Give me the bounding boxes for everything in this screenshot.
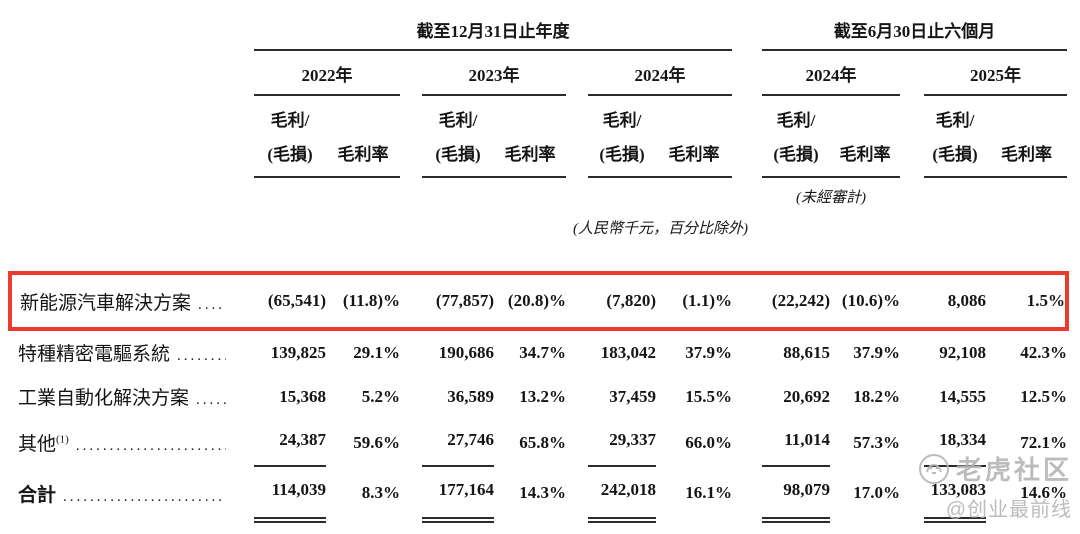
cell-gross-margin: 13.2% bbox=[519, 386, 566, 406]
table-row-total: 合計......................................… bbox=[10, 466, 1068, 523]
cell-gross-margin: 29.1% bbox=[353, 342, 400, 362]
col-header-gross-profit: 毛利/(毛損) bbox=[422, 95, 494, 178]
interim-period-header: 截至6月30日止六個月 bbox=[762, 6, 1068, 51]
col-header-gross-profit: 毛利/(毛損) bbox=[254, 95, 326, 178]
dot-leader: ........................................… bbox=[75, 438, 226, 454]
annual-period-header: 截至12月31日止年度 bbox=[254, 6, 732, 51]
col-header-gross-margin: 毛利率 bbox=[494, 95, 566, 178]
dot-leader: ........................................… bbox=[177, 348, 226, 364]
cell-gross-margin: 15.5% bbox=[685, 386, 732, 406]
cell-gross-margin: 59.6% bbox=[353, 432, 400, 452]
table-row-industrial-automation: 工業自動化解決方案...............................… bbox=[10, 374, 1067, 419]
cell-gross-margin: 12.5% bbox=[1020, 386, 1068, 406]
cell-gross-profit: 242,018 bbox=[588, 466, 656, 523]
cell-gross-profit: 98,079 bbox=[762, 466, 830, 523]
gross-profit-by-segment-table: 截至12月31日止年度 截至6月30日止六個月 2022年 2023年 2024… bbox=[8, 6, 1070, 523]
cell-gross-margin: 1.5% bbox=[986, 271, 1070, 331]
col-header-gross-margin: 毛利率 bbox=[656, 95, 732, 178]
row-label: 特種精密電驅系統................................… bbox=[18, 344, 226, 365]
table-row-nev-solutions-highlighted: 新能源汽車解決方案...............................… bbox=[8, 271, 1070, 331]
column-header-row: 毛利/(毛損) 毛利率 毛利/(毛損) 毛利率 毛利/(毛損) 毛利率 毛利/(… bbox=[10, 95, 1068, 178]
cell-gross-profit: 24,387 bbox=[254, 419, 326, 467]
cell-gross-margin: 14.6% bbox=[1020, 483, 1068, 502]
cell-gross-margin: 37.9% bbox=[685, 342, 732, 362]
table-row-precision-edrive: 特種精密電驅系統................................… bbox=[10, 329, 1067, 374]
dot-leader: ........................................… bbox=[63, 488, 226, 505]
cell-gross-margin: 5.2% bbox=[361, 386, 400, 406]
cell-gross-margin: 42.3% bbox=[1020, 342, 1068, 362]
cell-gross-profit: 133,083 bbox=[924, 466, 986, 523]
row-label: 其他(1)...................................… bbox=[18, 433, 226, 455]
cell-gross-margin: 16.1% bbox=[685, 483, 732, 502]
cell-gross-profit: 190,686 bbox=[438, 342, 494, 362]
cell-gross-profit: 114,039 bbox=[254, 466, 326, 523]
cell-gross-profit: 92,108 bbox=[939, 342, 986, 362]
cell-gross-margin: (10.6)% bbox=[830, 271, 900, 331]
col-header-gross-profit: 毛利/(毛損) bbox=[588, 95, 656, 178]
cell-gross-margin: 17.0% bbox=[853, 483, 900, 502]
cell-gross-margin: 57.3% bbox=[853, 432, 900, 452]
cell-gross-profit: 8,086 bbox=[924, 271, 986, 331]
cell-gross-profit: 14,555 bbox=[939, 386, 986, 406]
cell-gross-profit: 177,164 bbox=[422, 466, 494, 523]
year-header-2024: 2024年 bbox=[588, 50, 732, 96]
unaudited-note: (未經審計) bbox=[796, 190, 866, 206]
col-header-gross-margin: 毛利率 bbox=[986, 95, 1068, 178]
col-header-gross-profit: 毛利/(毛損) bbox=[762, 95, 830, 178]
year-header-2023: 2023年 bbox=[422, 50, 566, 96]
cell-gross-profit: 37,459 bbox=[609, 386, 656, 406]
cell-gross-margin: 65.8% bbox=[519, 432, 566, 452]
cell-gross-margin: 66.0% bbox=[685, 432, 732, 452]
dot-leader: ........................................… bbox=[196, 392, 226, 408]
cell-gross-margin: 34.7% bbox=[519, 342, 566, 362]
period-group-header-row: 截至12月31日止年度 截至6月30日止六個月 bbox=[10, 6, 1068, 51]
row-label: 工業自動化解決方案...............................… bbox=[10, 374, 254, 419]
cell-gross-profit: (65,541) bbox=[254, 271, 326, 331]
row-label: 新能源汽車解決方案...............................… bbox=[8, 271, 254, 331]
col-header-gross-profit: 毛利/(毛損) bbox=[924, 95, 986, 178]
cell-gross-profit: (77,857) bbox=[422, 271, 494, 331]
cell-gross-margin: 37.9% bbox=[853, 342, 900, 362]
cell-gross-profit: 88,615 bbox=[783, 342, 830, 362]
cell-gross-profit: (22,242) bbox=[762, 271, 830, 331]
cell-gross-profit: 18,334 bbox=[924, 419, 986, 467]
cell-gross-profit: 20,692 bbox=[783, 386, 830, 406]
table-row-others: 其他(1)...................................… bbox=[10, 419, 1068, 467]
col-header-gross-margin: 毛利率 bbox=[326, 95, 400, 178]
cell-gross-margin: 8.3% bbox=[361, 483, 400, 502]
dot-leader: ........................................… bbox=[198, 296, 226, 313]
cell-gross-profit: 139,825 bbox=[270, 342, 326, 362]
year-header-2024-interim: 2024年 bbox=[762, 50, 900, 96]
cell-gross-profit: 27,746 bbox=[422, 419, 494, 467]
cell-gross-profit: (7,820) bbox=[588, 271, 656, 331]
cell-gross-profit: 36,589 bbox=[447, 386, 494, 406]
cell-gross-margin: 18.2% bbox=[853, 386, 900, 406]
cell-gross-profit: 15,368 bbox=[279, 386, 326, 406]
currency-unit-note: (人民幣千元，百分比除外) bbox=[573, 220, 748, 237]
year-header-2025-interim: 2025年 bbox=[924, 50, 1068, 96]
cell-gross-margin: 14.3% bbox=[519, 483, 566, 502]
cell-gross-margin: (11.8)% bbox=[326, 271, 400, 331]
cell-gross-margin: (20.8)% bbox=[494, 271, 566, 331]
cell-gross-profit: 11,014 bbox=[762, 419, 830, 467]
row-label: 合計......................................… bbox=[18, 484, 226, 506]
cell-gross-margin: (1.1)% bbox=[656, 271, 732, 331]
year-header-row: 2022年 2023年 2024年 2024年 2025年 bbox=[10, 50, 1068, 96]
cell-gross-margin: 72.1% bbox=[1020, 432, 1068, 452]
unaudited-note-row: (未經審計) bbox=[10, 177, 1067, 207]
cell-gross-profit: 29,337 bbox=[588, 419, 656, 467]
footnote-marker: (1) bbox=[56, 433, 69, 446]
cell-gross-profit: 183,042 bbox=[600, 342, 656, 362]
col-header-gross-margin: 毛利率 bbox=[830, 95, 900, 178]
year-header-2022: 2022年 bbox=[254, 50, 400, 96]
unit-note-row: (人民幣千元，百分比除外) bbox=[10, 207, 1067, 247]
